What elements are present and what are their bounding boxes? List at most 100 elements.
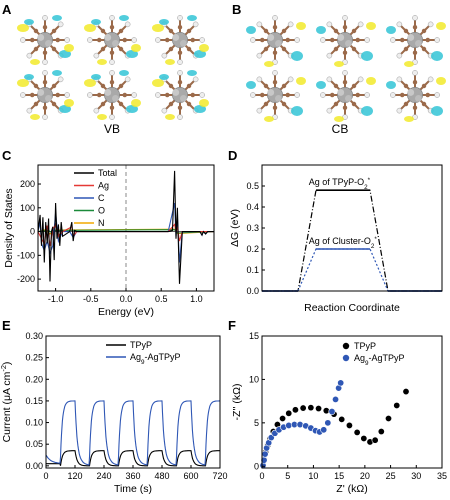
atom <box>64 37 70 43</box>
nyquist-point <box>279 414 287 422</box>
atom <box>109 70 115 76</box>
atom <box>427 76 434 83</box>
atom <box>256 21 263 28</box>
nyquist-point <box>285 421 293 429</box>
atom <box>396 21 403 28</box>
label-end: -AgTPyP <box>145 352 181 362</box>
atom <box>342 50 348 55</box>
ag-atom <box>275 40 282 47</box>
atom <box>42 25 48 30</box>
nyquist-point <box>337 379 345 387</box>
atom <box>165 37 170 43</box>
y-tick-label: 0.25 <box>25 353 43 363</box>
atom <box>333 83 339 89</box>
orbital-lobe <box>361 106 373 116</box>
ag-atom <box>415 95 422 102</box>
nyquist-point <box>332 395 340 403</box>
molecule <box>20 15 70 65</box>
y-tick-label: 0.30 <box>25 331 43 341</box>
orbital-lobe <box>361 51 373 61</box>
ag-atom <box>180 95 187 102</box>
atom <box>272 105 278 110</box>
atom <box>42 50 48 55</box>
atom <box>263 83 269 89</box>
atom <box>155 37 161 43</box>
atom <box>20 92 26 98</box>
atom <box>100 46 106 52</box>
y-tick-label: 0.20 <box>25 374 43 384</box>
ag-atom <box>104 89 112 96</box>
legend-label: Total <box>98 168 117 178</box>
orbital-lobe <box>24 74 34 80</box>
atom <box>199 37 205 43</box>
nyquist-chart: 0 5 10 15 20 25 30 35 0 5 10 15 Z' (kΩ) -Z'' (kΩ) TPyP… <box>231 331 447 495</box>
atom <box>294 92 300 98</box>
y-tick-label: 0.10 <box>25 418 43 428</box>
nyquist-point <box>299 404 307 412</box>
atom <box>396 107 403 114</box>
legend-label: Ag9-AgTPyP <box>130 352 181 366</box>
atom <box>403 46 409 52</box>
atom <box>97 92 102 98</box>
orbital-lobe <box>386 81 396 89</box>
orbital-lobe <box>187 15 197 21</box>
atom <box>122 92 127 98</box>
nyquist-point <box>393 401 401 409</box>
orbital-lobe <box>97 114 107 120</box>
nyquist-point <box>328 408 336 416</box>
x-axis-label: Z' (kΩ) <box>336 483 367 495</box>
orbital-lobe <box>316 81 326 89</box>
x-tick-label: 35 <box>437 471 447 481</box>
atom <box>109 80 115 85</box>
legend-label: C <box>98 193 105 203</box>
molecule <box>320 15 370 65</box>
atom <box>281 83 287 89</box>
orbital-lobe <box>24 19 34 25</box>
atom <box>421 28 427 34</box>
ag-atom <box>407 34 415 41</box>
atom <box>87 92 93 98</box>
orbital-lobe <box>404 116 414 122</box>
atom <box>42 80 48 85</box>
orbital-lobe <box>126 105 138 113</box>
atom <box>272 80 278 85</box>
label-sup: * <box>374 236 377 243</box>
label-main: Ag <box>130 352 141 362</box>
y-tick-label: 0 <box>254 461 259 471</box>
ag-atom <box>267 89 275 96</box>
x-tick-label: 720 <box>212 471 227 481</box>
atom <box>427 21 434 28</box>
dos-series-total <box>37 170 214 284</box>
cb-caption: CB <box>332 122 349 136</box>
atom <box>118 28 124 34</box>
atom <box>190 92 195 98</box>
atom <box>177 15 183 21</box>
label-sub: 9 <box>365 360 369 367</box>
y-tick-label: 0.00 <box>25 461 43 471</box>
atom <box>26 107 33 114</box>
atom <box>326 107 333 114</box>
x-tick-label: 1.0 <box>190 294 203 304</box>
y-tick-label: 15 <box>249 331 259 341</box>
nyquist-point <box>360 434 368 442</box>
label-main: Ag <box>354 353 365 363</box>
orbital-lobe <box>131 44 141 52</box>
atom <box>357 76 364 83</box>
legend-label: Ag <box>98 181 109 191</box>
ag-atom <box>180 40 187 47</box>
orbital-lobe <box>52 70 62 76</box>
legend-label: N <box>98 218 105 228</box>
atom <box>177 80 183 85</box>
atom <box>177 114 183 120</box>
atom <box>168 83 174 89</box>
y-tick-label: 0.1 <box>246 265 259 275</box>
nyquist-point <box>307 404 315 412</box>
atom <box>425 92 430 98</box>
free-energy-chart: Ag of TPyP-O2*Ag of Cluster-O2*0.00.10.2… <box>229 164 443 314</box>
atom <box>109 15 115 21</box>
atom <box>42 15 48 21</box>
atom <box>100 28 106 34</box>
atom <box>272 15 278 21</box>
atom <box>326 76 333 83</box>
